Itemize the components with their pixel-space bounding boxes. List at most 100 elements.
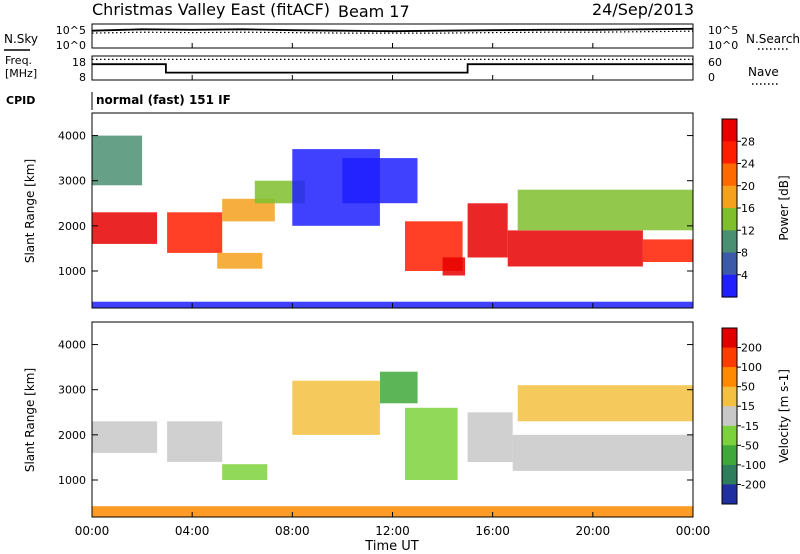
power-scatter-region <box>92 212 158 244</box>
velocity-colorbar-cell <box>722 347 737 368</box>
velocity-colorbar-tick-label: 15 <box>741 400 755 413</box>
velocity-scatter-region <box>512 434 693 471</box>
power-colorbar-cell <box>722 230 737 254</box>
velocity-scatter-region <box>467 412 513 462</box>
velocity-ylabel: Slant Range [km] <box>23 368 37 472</box>
velocity-colorbar-cell <box>722 425 737 446</box>
velocity-colorbar-label: Velocity [m s-1] <box>777 369 791 463</box>
power-ytick-label: 3000 <box>58 175 86 188</box>
power-panel: 1000 2000 3000 4000 Slant Range [km] <box>23 112 694 309</box>
power-colorbar-tick-label: 4 <box>741 269 748 282</box>
cpid-label: CPID <box>6 94 35 107</box>
power-colorbar-cell <box>722 274 737 298</box>
freq-label-line2: [MHz] <box>5 67 37 80</box>
noise-ytick-right-bottom: 10^0 <box>708 39 738 52</box>
velocity-ytick-label: 2000 <box>58 429 86 442</box>
velocity-scatter-region <box>167 421 223 462</box>
velocity-colorbar-cell <box>722 445 737 466</box>
power-colorbar-cell <box>722 119 737 142</box>
power-colorbar-tick-label: 16 <box>741 202 755 215</box>
x-axis-title: Time UT <box>364 539 418 554</box>
velocity-panel: 1000 2000 3000 4000 Slant Range [km] <box>23 321 694 518</box>
x-tick-label: 08:00 <box>275 524 310 538</box>
power-scatter-region <box>167 212 223 253</box>
velocity-colorbar-cell <box>722 328 737 349</box>
power-ytick-label: 4000 <box>58 130 86 143</box>
power-scatter-region <box>467 203 508 258</box>
noise-ytick-left-bottom: 10^0 <box>56 39 86 52</box>
velocity-scatter-region <box>292 380 380 435</box>
velocity-colorbar-cell <box>722 406 737 427</box>
velocity-colorbar-tick-label: -15 <box>741 420 759 433</box>
freq-ytick-left-bottom: 8 <box>79 71 86 84</box>
velocity-colorbar-cell <box>722 386 737 407</box>
velocity-colorbar-tick-label: -200 <box>741 478 766 491</box>
freq-panel: 18 8 60 0 <box>72 55 722 84</box>
power-colorbar-cell <box>722 141 737 165</box>
nave-label: Nave <box>748 65 779 79</box>
noise-series-n-search <box>91 30 694 34</box>
power-colorbar-tick-label: 28 <box>741 135 755 148</box>
velocity-colorbar-tick-label: -50 <box>741 439 759 452</box>
velocity-scatter-region <box>380 371 418 404</box>
velocity-scatter-region <box>222 464 268 480</box>
nsearch-label: N.Search <box>746 32 800 46</box>
velocity-colorbar: 200 100 50 15 -15 -50 -100 -200 Velocity [m s-1… <box>721 327 791 505</box>
power-scatter-region <box>517 189 693 231</box>
noise-ytick-left-top: 10^5 <box>56 24 86 37</box>
velocity-scatter-region <box>92 506 693 517</box>
velocity-colorbar-cell <box>722 464 737 485</box>
power-scatter-region <box>642 239 693 262</box>
power-colorbar-cell <box>722 252 737 276</box>
freq-ytick-left-top: 18 <box>72 56 86 69</box>
x-tick-label: 12:00 <box>375 524 410 538</box>
velocity-ytick-label: 3000 <box>58 384 86 397</box>
velocity-colorbar-cell <box>722 367 737 388</box>
freq-label-line1: Freq. <box>5 54 32 67</box>
power-colorbar: 4 8 12 16 20 24 28 Power [dB] <box>721 118 791 298</box>
power-ylabel: Slant Range [km] <box>23 159 37 263</box>
velocity-colorbar-tick-label: -100 <box>741 459 766 472</box>
x-tick-label: 20:00 <box>576 524 611 538</box>
noise-series-n-sky <box>91 27 694 33</box>
cpid-text: normal (fast) 151 IF <box>96 93 231 107</box>
power-colorbar-tick-label: 20 <box>741 180 755 193</box>
velocity-ytick-label: 1000 <box>58 474 86 487</box>
date-label: 24/Sep/2013 <box>592 0 694 19</box>
velocity-ytick-label: 4000 <box>58 339 86 352</box>
power-colorbar-tick-label: 12 <box>741 224 755 237</box>
power-ytick-label: 2000 <box>58 220 86 233</box>
power-colorbar-tick-label: 8 <box>741 247 748 260</box>
power-ytick-label: 1000 <box>58 265 86 278</box>
x-axis: 00:00 04:00 08:00 12:00 16:00 20:00 00:00 <box>75 43 711 538</box>
x-tick-label: 00:00 <box>75 524 110 538</box>
freq-series-freq <box>92 63 693 74</box>
velocity-colorbar-tick-label: 100 <box>741 361 762 374</box>
power-scatter-region <box>92 135 143 186</box>
power-scatter-region <box>507 230 643 267</box>
freq-ytick-right-top: 60 <box>708 56 722 69</box>
power-scatter-region <box>217 252 263 269</box>
power-scatter-region <box>342 158 418 204</box>
power-colorbar-cell <box>722 163 737 187</box>
nsky-label: N.Sky <box>4 32 38 46</box>
velocity-scatter-region <box>92 421 158 453</box>
velocity-colorbar-cell <box>722 484 737 505</box>
power-colorbar-tick-label: 24 <box>741 158 755 171</box>
velocity-scatter-region <box>405 407 458 480</box>
power-colorbar-cell <box>722 208 737 231</box>
velocity-scatter-region <box>517 385 693 422</box>
freq-ytick-right-bottom: 0 <box>708 71 715 84</box>
power-scatter-region <box>222 198 275 222</box>
noise-ytick-right-top: 10^5 <box>708 24 738 37</box>
x-tick-label: 00:00 <box>676 524 711 538</box>
x-tick-label: 16:00 <box>475 524 510 538</box>
noise-panel: 10^5 10^0 10^5 10^0 <box>56 23 738 52</box>
station-title: Christmas Valley East (fitACF) <box>92 0 330 19</box>
power-colorbar-cell <box>722 185 737 209</box>
velocity-colorbar-tick-label: 50 <box>741 381 755 394</box>
beam-label: Beam 17 <box>338 2 410 21</box>
x-tick-label: 04:00 <box>175 524 210 538</box>
power-scatter-region <box>442 257 466 276</box>
